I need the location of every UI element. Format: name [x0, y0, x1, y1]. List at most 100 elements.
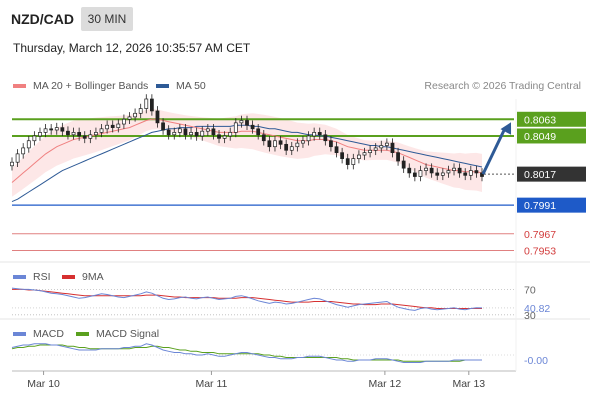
candle: [289, 146, 294, 151]
price-label-minor: 0.7967: [524, 229, 556, 241]
target-arrow-icon: [481, 127, 507, 175]
candle: [233, 122, 238, 133]
macd-current-value: -0.00: [524, 355, 548, 367]
candle: [116, 123, 121, 128]
legend-macd: MACD: [13, 328, 64, 340]
price-tag-label-current: 0.8017: [524, 169, 556, 181]
candle: [177, 128, 182, 133]
candle: [88, 134, 93, 139]
candle: [110, 124, 115, 128]
candle: [379, 145, 384, 149]
candle: [256, 128, 261, 136]
candle: [71, 132, 76, 136]
candle: [49, 128, 54, 131]
candle: [166, 129, 171, 136]
candle: [468, 170, 473, 176]
candle: [239, 120, 244, 124]
candle: [149, 98, 154, 112]
price-label-minor: 0.7953: [524, 245, 556, 257]
candle: [452, 167, 456, 171]
rsi-ma-line: [12, 288, 482, 309]
price-tag-current: [517, 166, 586, 182]
credit-text: Research © 2026 Trading Central: [424, 80, 581, 92]
macd-signal-swatch-icon: [76, 332, 89, 336]
time-tick-label: Mar 12: [369, 378, 402, 390]
candle: [82, 135, 87, 139]
rsi-tick-30: 30: [524, 310, 536, 322]
candles-group: [10, 94, 484, 182]
legend-macd-signal-label: MACD Signal: [96, 328, 160, 340]
candle: [144, 98, 149, 109]
candle: [340, 152, 345, 159]
candle: [301, 140, 305, 144]
legend-rsi-ma: 9MA: [62, 271, 104, 283]
candle: [43, 128, 48, 133]
candle: [306, 135, 311, 142]
macd-line: [11, 343, 482, 363]
bollinger-band: [12, 109, 482, 197]
candle: [211, 128, 216, 136]
candle: [345, 158, 350, 165]
candle: [334, 146, 339, 154]
candle: [21, 147, 26, 155]
candle: [194, 132, 199, 137]
candle: [54, 127, 59, 131]
price-tag-label-support: 0.7991: [524, 200, 556, 212]
candle: [15, 153, 20, 163]
candle: [66, 130, 70, 136]
candle: [122, 118, 126, 125]
price-tag-support: [517, 197, 586, 213]
time-tick-label: Mar 13: [452, 378, 485, 390]
candle: [10, 161, 14, 167]
price-tag-label-resistance: 0.8063: [524, 114, 556, 126]
candle: [368, 149, 372, 154]
candle: [463, 172, 468, 176]
candle: [94, 132, 98, 136]
candle: [412, 172, 417, 177]
candle: [245, 120, 249, 126]
candle: [329, 140, 333, 148]
ma20-swatch-icon: [13, 84, 26, 88]
candle: [435, 172, 440, 176]
candle: [228, 132, 233, 137]
candle: [457, 167, 462, 174]
candle: [351, 158, 356, 165]
rsi-swatch-icon: [13, 275, 26, 279]
interval-button[interactable]: 30 MIN: [81, 7, 133, 31]
legend-ma20: MA 20 + Bollinger Bands: [13, 80, 148, 92]
target-arrowhead-icon: [500, 122, 512, 135]
candle: [323, 134, 328, 142]
legend-ma20-label: MA 20 + Bollinger Bands: [33, 80, 149, 92]
candle: [267, 140, 272, 148]
candle: [105, 124, 110, 130]
time-tick-label: Mar 10: [27, 378, 60, 390]
candle: [138, 108, 143, 114]
candle: [32, 135, 37, 142]
candle: [77, 132, 82, 137]
candle: [407, 167, 412, 174]
price-tag-resistance: [517, 111, 586, 127]
candle: [418, 170, 423, 177]
legend-rsi-ma-label: 9MA: [82, 271, 104, 283]
candle: [205, 128, 210, 132]
candle: [183, 128, 188, 136]
candle: [295, 142, 300, 148]
candle: [99, 128, 104, 133]
candle: [133, 112, 137, 118]
candle: [60, 127, 65, 132]
candle: [161, 122, 165, 131]
legend-ma50: MA 50: [156, 80, 206, 92]
candle: [373, 147, 378, 151]
price-tag-resistance: [517, 128, 586, 144]
candle: [362, 152, 367, 156]
candle: [172, 132, 177, 136]
legend-macd-signal: MACD Signal: [76, 328, 159, 340]
candle: [440, 172, 445, 176]
candle: [312, 132, 317, 137]
symbol-title: NZD/CAD: [11, 11, 74, 27]
candle: [222, 135, 227, 139]
candle: [401, 160, 406, 169]
price-tag-label-resistance: 0.8049: [524, 131, 556, 143]
candle: [390, 142, 395, 154]
